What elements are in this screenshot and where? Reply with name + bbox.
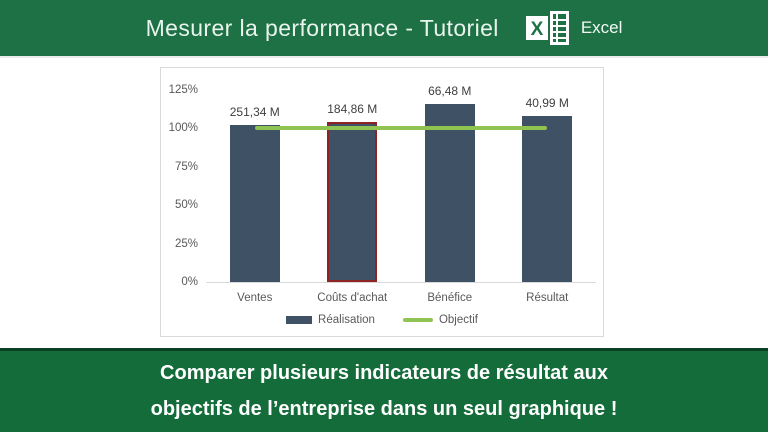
y-axis-tick-label: 100%: [168, 122, 198, 135]
bar-data-label: 184,86 M: [327, 102, 378, 117]
bar-group: 251,34 M Ventes: [206, 90, 304, 304]
x-axis-line: [206, 282, 596, 283]
y-axis-tick-label: 125%: [168, 84, 198, 96]
page-title: Mesurer la performance - Tutoriel: [145, 14, 499, 41]
x-axis-category-label: Bénéfice: [427, 292, 473, 304]
y-axis-tick-label: 25%: [174, 237, 198, 250]
bar-2: [424, 103, 475, 282]
legend-label-objectif: Objectif: [438, 314, 478, 326]
legend-item-objectif: Objectif: [402, 314, 478, 326]
y-axis-tick-label: 75%: [174, 160, 198, 173]
x-axis-category-label: Ventes: [237, 292, 273, 304]
bar-data-label: 251,34 M: [229, 105, 280, 120]
excel-icon: X: [525, 11, 569, 45]
bar-group: 66,48 M Bénéfice: [401, 84, 499, 304]
footer-line1: Comparer plusieurs indicateurs de résult…: [160, 362, 608, 384]
legend-label-realisation: Réalisation: [318, 314, 375, 326]
plot-area: 251,34 M Ventes 184,86 M Coûts d'achat 66,48…: [206, 84, 597, 304]
header-banner: Mesurer la performance - Tutoriel X Exce…: [0, 0, 768, 58]
legend-item-realisation: Réalisation: [286, 314, 375, 326]
footer-line2: objectifs de l’entreprise dans un seul g…: [150, 398, 618, 420]
bar-swatch-icon: [286, 316, 313, 324]
excel-logo: X Excel: [525, 10, 623, 46]
x-axis-category-label: Coûts d'achat: [317, 292, 388, 304]
y-axis-tick-label: 50%: [174, 199, 198, 212]
excel-app-label: Excel: [580, 18, 623, 37]
bar-3: [522, 116, 573, 282]
chart-panel: 125% 100% 75% 50% 25% 0% 251,34 M Ventes 184,86…: [160, 67, 604, 337]
footer-banner: Comparer plusieurs indicateurs de résult…: [0, 348, 768, 432]
line-swatch-icon: [402, 318, 433, 322]
bar-data-label: 40,99 M: [525, 96, 569, 111]
y-axis-tick-label: 0%: [181, 276, 198, 288]
legend: Réalisation Objectif: [161, 314, 603, 326]
bar-group: 40,99 M Résultat: [499, 90, 597, 304]
bar-data-label: 66,48 M: [428, 83, 472, 98]
bar-highlighted: [327, 122, 378, 282]
x-axis-category-label: Résultat: [526, 292, 569, 304]
bar-0: [229, 125, 280, 282]
bar-group: 184,86 M Coûts d'achat: [304, 90, 402, 304]
y-axis: 125% 100% 75% 50% 25% 0%: [161, 84, 198, 288]
svg-text:X: X: [530, 19, 543, 40]
objective-line: [254, 126, 548, 131]
